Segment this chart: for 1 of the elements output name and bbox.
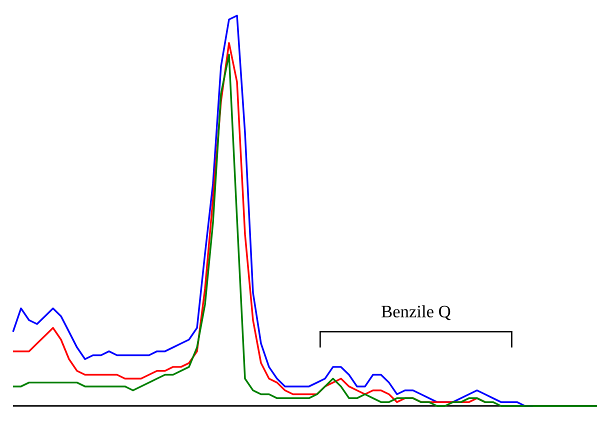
annotation: Benzile Q xyxy=(382,305,451,320)
